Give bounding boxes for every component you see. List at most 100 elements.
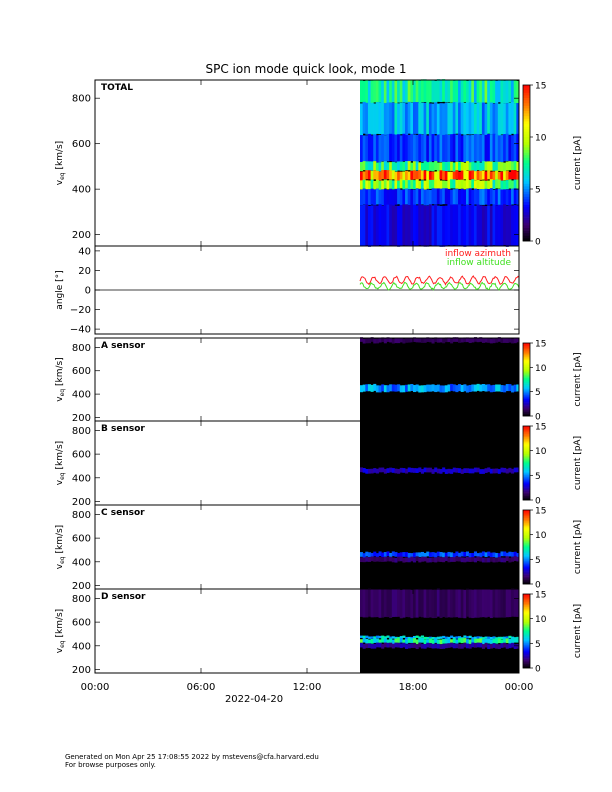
heatmap-cell	[407, 134, 411, 163]
colorbar-cell	[523, 111, 530, 114]
heatmap-cell	[391, 79, 395, 103]
heatmap-cell	[397, 556, 401, 562]
colorbar-cell	[523, 389, 530, 391]
heatmap-cell	[426, 337, 430, 342]
colorbar-cell	[523, 570, 530, 572]
heatmap-cell	[405, 636, 409, 640]
heatmap-cell	[508, 467, 512, 473]
heatmap-cell	[508, 171, 512, 181]
heatmap-cell	[492, 557, 496, 563]
heatmap-cell	[360, 79, 364, 103]
colorbar-tick-label: 0	[535, 238, 541, 248]
colorbar-cell	[523, 488, 530, 491]
heatmap-cell	[466, 170, 470, 180]
heatmap-cell	[442, 180, 446, 190]
heatmap-cell	[436, 337, 440, 343]
colorbar-cell	[523, 144, 530, 148]
heatmap-cell	[511, 135, 515, 163]
colorbar-cell	[523, 491, 530, 493]
heatmap-cell	[466, 588, 470, 617]
heatmap-cell	[484, 79, 488, 103]
heatmap-cell	[423, 161, 427, 171]
heatmap-cell	[471, 557, 475, 562]
heatmap-cell	[391, 588, 395, 617]
heatmap-cell	[487, 133, 491, 162]
colorbar-cell	[523, 610, 530, 612]
heatmap-cell	[410, 170, 414, 180]
colorbar-tick-label: 0	[535, 581, 541, 591]
heatmap-cell	[413, 180, 417, 190]
heatmap-cell	[402, 180, 406, 190]
heatmap-cell	[405, 170, 409, 180]
colorbar-cell	[523, 594, 530, 596]
y-axis-label-unit: [km/s]	[55, 441, 65, 473]
heatmap-cell	[513, 103, 517, 136]
heatmap-cell	[447, 171, 451, 181]
heatmap-cell	[378, 589, 382, 618]
heatmap-cell	[495, 103, 499, 136]
heatmap-cell	[375, 102, 379, 134]
colorbar-cell	[523, 663, 530, 665]
colorbar-cell	[523, 493, 530, 496]
heatmap-cell	[389, 337, 393, 343]
colorbar-cell	[523, 640, 530, 643]
heatmap-cell	[428, 643, 432, 648]
heatmap-cell	[468, 180, 472, 190]
heatmap-cell	[450, 103, 454, 135]
heatmap-cell	[495, 384, 499, 392]
heatmap-cell	[513, 161, 517, 171]
colorbar-cell	[523, 449, 530, 451]
colorbar-cell	[523, 434, 530, 437]
heatmap-cell	[367, 468, 371, 474]
heatmap-cell	[489, 188, 493, 205]
heatmap-cell	[511, 385, 515, 393]
heatmap-cell	[426, 135, 430, 163]
colorbar-cell	[523, 352, 530, 355]
heatmap-cell	[418, 162, 422, 172]
heatmap-cell	[471, 170, 475, 180]
colorbar-cell	[523, 666, 530, 669]
heatmap-cell	[394, 588, 398, 617]
heatmap-cell	[479, 170, 483, 180]
heatmap-cell	[473, 551, 477, 557]
heatmap-cell	[468, 162, 472, 172]
heatmap-cell	[447, 468, 451, 474]
colorbar-cell	[523, 406, 530, 408]
panel-label: C sensor	[101, 508, 145, 518]
heatmap-cell	[415, 468, 419, 473]
heatmap-cell	[407, 638, 411, 643]
colorbar-cell	[523, 217, 530, 221]
heatmap-cell	[473, 636, 477, 640]
heatmap-cell	[511, 170, 515, 180]
heatmap-cell	[500, 80, 504, 104]
heatmap-cell	[450, 639, 454, 644]
colorbar: 0 5 10 15 current [pA]	[522, 423, 583, 507]
heatmap-cell	[367, 205, 371, 247]
heatmap-cell	[447, 161, 451, 171]
heatmap-band-6	[360, 179, 520, 190]
colorbar-cell	[523, 648, 530, 650]
heatmap-cell	[381, 552, 385, 558]
heatmap-cell	[381, 467, 385, 473]
y-axis-label: veq [km/s]	[55, 525, 66, 569]
heatmap-cell	[420, 635, 424, 638]
heatmap-cell	[458, 102, 462, 135]
heatmap-cell	[360, 337, 364, 342]
heatmap-cell	[511, 636, 515, 639]
colorbar-cell	[523, 643, 530, 645]
heatmap-cell	[513, 188, 517, 205]
heatmap-cell	[511, 552, 515, 557]
heatmap-cell	[420, 588, 424, 618]
colorbar-cell	[523, 448, 530, 450]
heatmap-cell	[450, 469, 454, 474]
heatmap-cell	[489, 338, 493, 344]
heatmap-cell	[455, 643, 459, 649]
colorbar-cell	[523, 134, 530, 138]
heatmap-cell	[367, 636, 371, 639]
heatmap-cell	[508, 638, 512, 644]
heatmap-cell	[452, 133, 456, 162]
heatmap-cell	[399, 589, 403, 619]
heatmap-cell	[428, 179, 432, 189]
heatmap-cell	[479, 636, 483, 639]
heatmap-cell	[381, 637, 385, 643]
